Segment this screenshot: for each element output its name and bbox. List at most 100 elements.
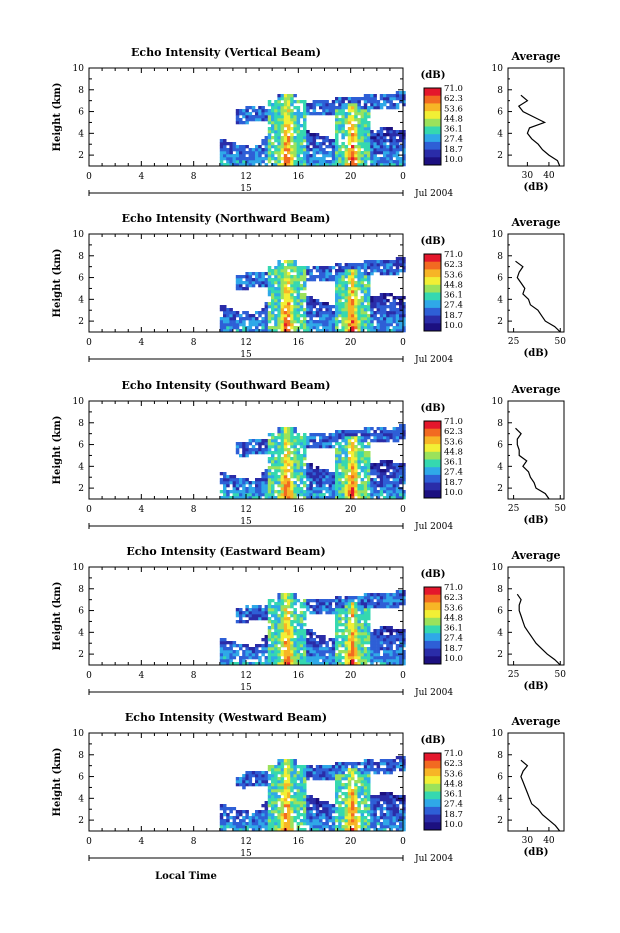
heatmap-cell [265,659,269,662]
heatmap-cell [319,302,323,305]
heatmap-cell [284,320,288,323]
heatmap-cell [297,133,301,136]
heatmap-cell [249,611,253,614]
heatmap-cell [380,659,384,662]
heatmap-cell [290,323,294,326]
heatmap-cell [364,804,368,807]
heatmap-cell [268,460,272,463]
heatmap-cell [367,484,371,487]
heatmap-cell [322,599,326,602]
colorbar-label: 62.3 [444,427,463,437]
heatmap-cell [249,320,253,323]
heatmap-cell [223,641,227,644]
heatmap-cell [341,305,345,308]
heatmap-cell [293,795,297,798]
heatmap-cell [383,602,387,605]
heatmap-cell [306,320,310,323]
heatmap-cell [354,629,358,632]
heatmap-cell [383,142,387,145]
heatmap-cell [223,487,227,490]
heatmap-cell [220,305,224,308]
heatmap-cell [287,490,291,493]
heatmap-cell [284,442,288,445]
heatmap-cell [338,765,342,768]
heatmap-cell [335,311,339,314]
colorbar-swatch [424,610,441,618]
heatmap-cell [281,605,285,608]
heatmap-cell [325,819,329,822]
heatmap-cell [287,151,291,154]
heatmap-cell [290,100,294,103]
heatmap-cell [373,825,377,828]
heatmap-cell [297,777,301,780]
heatmap-cell [300,822,304,825]
heatmap-cell [361,136,365,139]
heatmap-cell [309,493,313,496]
heatmap-cell [396,91,400,94]
heatmap-cell [361,160,365,163]
heatmap-cell [306,266,310,269]
heatmap-cell [236,109,240,112]
heatmap-cell [345,157,349,160]
heatmap-cell [271,454,275,457]
heatmap-cell [348,463,352,466]
heatmap-cell [306,765,310,768]
heatmap-cell [226,819,230,822]
heatmap-cell [389,97,393,100]
heatmap-cell [293,481,297,484]
heatmap-cell [396,260,400,263]
heatmap-cell [249,484,253,487]
heatmap-cell [274,789,278,792]
heatmap-cell [287,272,291,275]
heatmap-cell [258,810,262,813]
heatmap-cell [325,490,329,493]
heatmap-cell [364,145,368,148]
heatmap-cell [396,484,400,487]
heatmap-cell [364,154,368,157]
heatmap-cell [284,275,288,278]
heatmap-cell [281,620,285,623]
heatmap-cell [399,157,403,160]
heatmap-cell [367,145,371,148]
heatmap-cell [332,647,336,650]
heatmap-cell [380,629,384,632]
heatmap-cell [386,269,390,272]
heatmap-cell [242,484,246,487]
heatmap-cell [223,151,227,154]
heatmap-cell [364,789,368,792]
y-tick-label: 4 [78,295,84,305]
heatmap-cell [383,771,387,774]
heatmap-cell [361,647,365,650]
heatmap-cell [325,323,329,326]
heatmap-cell [313,275,317,278]
heatmap-cell [287,314,291,317]
y-axis-label: Height (km) [52,249,63,318]
heatmap-cell [236,478,240,481]
heatmap-cell [277,816,281,819]
heatmap-cell [325,472,329,475]
heatmap-cell [319,160,323,163]
heatmap-cell [300,490,304,493]
heatmap-cell [316,472,320,475]
panel-title: Echo Intensity (Westward Beam) [125,711,327,724]
heatmap-cell [293,266,297,269]
heatmap-cell [329,656,333,659]
heatmap-cell [233,142,237,145]
heatmap-cell [341,656,345,659]
heatmap-cell [277,121,281,124]
heatmap-cell [239,647,243,650]
heatmap-cell [281,151,285,154]
heatmap-cell [361,768,365,771]
heatmap-cell [290,118,294,121]
heatmap-cell [303,451,307,454]
heatmap-cell [271,614,275,617]
heatmap-cell [293,780,297,783]
heatmap-cell [335,466,339,469]
heatmap-cell [364,305,368,308]
heatmap-cell [290,786,294,789]
heatmap-cell [329,436,333,439]
date-month-label: Jul 2004 [414,688,453,698]
heatmap-cell [261,451,265,454]
heatmap-cell [393,469,397,472]
